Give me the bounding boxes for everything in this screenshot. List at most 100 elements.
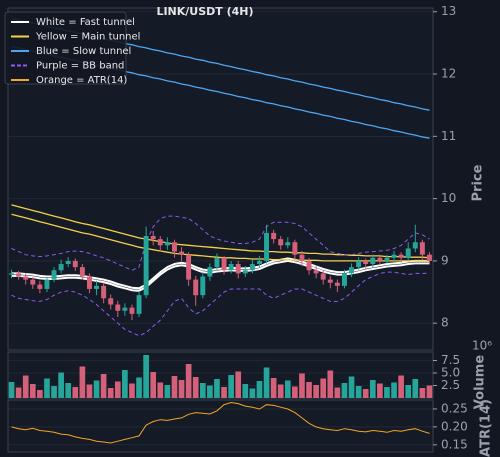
candle-body: [363, 260, 369, 265]
candle-body: [9, 273, 15, 275]
candle-body: [249, 264, 255, 271]
candle-body: [101, 285, 107, 299]
volume-bar: [58, 372, 64, 398]
candle-body: [384, 257, 390, 261]
volume-bar: [15, 387, 22, 398]
candle-body: [30, 279, 36, 285]
plot-layer: 8 9 10 11 12 13 2.55.07.5 0.15 0.20 0.25: [8, 4, 468, 451]
candle-body: [193, 279, 199, 296]
volume-bar: [249, 388, 256, 398]
volume-bar: [419, 388, 426, 398]
candle-body: [23, 276, 29, 280]
y-tick-label: 13: [441, 4, 456, 18]
legend-label: Yellow = Main tunnel: [35, 32, 140, 43]
volume-bar: [79, 366, 86, 398]
chart-title: LINK/USDT (4H): [156, 5, 253, 18]
volume-bar: [192, 377, 199, 398]
candle-body: [150, 236, 156, 240]
volume-exponent: 10⁶: [472, 339, 492, 353]
legend: White = Fast tunnel Yellow = Main tunnel B…: [11, 17, 140, 86]
volume-bar: [65, 383, 72, 398]
volume-bar: [228, 375, 234, 398]
candle-body: [186, 254, 192, 280]
y-tick-label: 7.5: [441, 353, 460, 367]
candle-body: [122, 307, 128, 311]
candle-body: [94, 285, 100, 289]
volume-bar: [377, 383, 383, 398]
candle-body: [72, 260, 78, 268]
volume-bar: [150, 372, 157, 398]
volume-bar: [107, 388, 114, 398]
y-tick-label: 0.25: [441, 401, 468, 415]
candle-body: [51, 270, 57, 280]
candle-body: [136, 295, 142, 314]
candle-body: [200, 276, 206, 296]
candle-body: [214, 257, 220, 268]
volume-bar: [122, 370, 128, 398]
volume-bar: [178, 380, 185, 398]
candle-body: [171, 242, 177, 252]
candle-body: [235, 264, 241, 274]
y-tick-label: 11: [441, 129, 456, 143]
volume-bar: [164, 385, 171, 398]
candle-body: [334, 282, 340, 286]
volume-bar: [299, 373, 305, 398]
candle-body: [426, 254, 432, 261]
volume-bar: [86, 384, 93, 398]
candle-body: [419, 242, 425, 255]
volume-bar: [242, 384, 249, 398]
tunnel-line: [11, 215, 430, 271]
volume-bar: [93, 380, 100, 398]
candle-body: [398, 254, 404, 258]
y-tick-label: 9: [441, 253, 449, 267]
volume-panel: [7, 351, 434, 399]
candle-body: [271, 232, 277, 240]
volume-bar: [72, 387, 79, 398]
volume-bar: [284, 380, 291, 398]
candle-body: [341, 273, 347, 286]
candle-body: [228, 264, 234, 271]
y-tick-label: 12: [441, 67, 456, 81]
candle-body: [16, 273, 22, 277]
volume-bar: [369, 380, 376, 398]
volume-bar: [207, 385, 213, 398]
atr-line: [11, 401, 430, 444]
volume-bar: [136, 377, 142, 398]
volume-bar: [334, 387, 341, 398]
candle-body: [242, 270, 248, 274]
candle-body: [299, 254, 305, 261]
volume-bar: [256, 381, 263, 398]
volume-bar: [391, 382, 397, 398]
candle-body: [108, 298, 114, 305]
volume-bar: [171, 376, 178, 398]
candle-body: [327, 279, 333, 283]
volume-bar: [263, 367, 270, 398]
candle-body: [179, 251, 185, 255]
volume-bar: [405, 385, 412, 398]
candle-body: [412, 242, 418, 249]
volume-bar: [29, 384, 36, 398]
volume-bar: [348, 376, 355, 398]
volume-bar: [185, 364, 192, 398]
tunnel-line: [11, 271, 430, 337]
volume-bar: [398, 375, 404, 398]
tunnel-line: [11, 204, 430, 259]
candle-body: [264, 232, 270, 261]
volume-bar: [100, 374, 107, 398]
y-axis-label: Price: [471, 164, 486, 201]
candle-body: [278, 239, 284, 246]
candle-body: [405, 248, 411, 258]
volume-bar: [384, 387, 390, 398]
candle-body: [221, 257, 227, 271]
volume-bar: [143, 355, 149, 398]
candle-body: [129, 307, 135, 314]
volume-bar: [221, 387, 227, 398]
volume-bar: [341, 383, 348, 398]
legend-box: [4, 11, 127, 85]
volume-bar: [412, 379, 419, 398]
legend-label: Blue = Slow tunnel: [36, 46, 131, 57]
volume-bar: [8, 382, 15, 398]
volume-bar: [199, 383, 206, 398]
volume-bar: [235, 371, 242, 398]
candle-body: [37, 284, 43, 289]
